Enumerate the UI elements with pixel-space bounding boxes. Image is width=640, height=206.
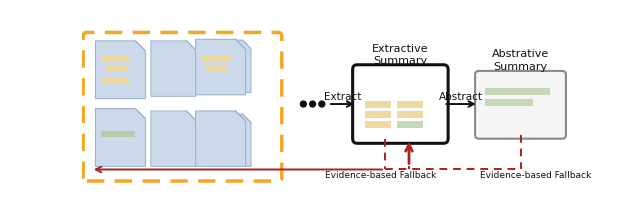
Polygon shape [209, 40, 251, 92]
Bar [365, 111, 391, 118]
Polygon shape [95, 41, 145, 99]
Bar [365, 101, 391, 108]
Text: Abstrative
Summary: Abstrative Summary [492, 49, 549, 72]
Bar [365, 121, 391, 128]
Bar [485, 88, 550, 95]
Text: Evidence-based Fallback: Evidence-based Fallback [480, 171, 591, 180]
Bar [101, 56, 130, 62]
Bar [397, 121, 422, 128]
Circle shape [310, 101, 316, 107]
Bar [397, 101, 422, 108]
Polygon shape [151, 111, 196, 166]
Text: Abstract: Abstract [439, 92, 483, 102]
Text: Extract: Extract [324, 92, 362, 102]
Circle shape [300, 101, 307, 107]
Text: Extractive
Summary: Extractive Summary [372, 44, 429, 66]
Text: Evidence-based Fallback: Evidence-based Fallback [325, 171, 436, 180]
FancyBboxPatch shape [475, 71, 566, 139]
Bar [205, 66, 228, 71]
Bar [485, 99, 533, 105]
Bar [201, 56, 232, 62]
Circle shape [319, 101, 324, 107]
Bar [105, 66, 128, 71]
Bar [101, 78, 130, 83]
Polygon shape [209, 114, 251, 166]
Polygon shape [151, 41, 196, 96]
Bar [101, 131, 135, 137]
Bar [397, 111, 422, 118]
Polygon shape [95, 109, 145, 166]
Polygon shape [196, 39, 246, 95]
Polygon shape [196, 111, 246, 166]
FancyBboxPatch shape [353, 65, 448, 143]
